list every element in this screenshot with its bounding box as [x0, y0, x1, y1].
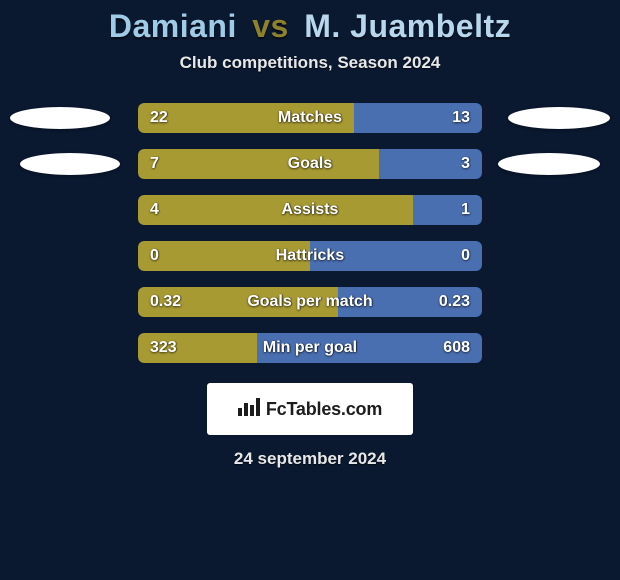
value-player2: 3: [461, 149, 470, 179]
value-player2: 608: [443, 333, 470, 363]
bar-track: 0.320.23Goals per match: [138, 287, 482, 317]
date-text: 24 september 2024: [234, 449, 386, 469]
value-player2: 1: [461, 195, 470, 225]
bar-track: 41Assists: [138, 195, 482, 225]
title-player2: M. Juambeltz: [304, 8, 511, 44]
value-player1: 0.32: [150, 287, 181, 317]
bar-player1: [138, 195, 413, 225]
page-title: Damiani vs M. Juambeltz: [109, 8, 511, 45]
value-player1: 7: [150, 149, 159, 179]
value-player1: 4: [150, 195, 159, 225]
value-player2: 0.23: [439, 287, 470, 317]
player1-crest-icon: [10, 107, 110, 129]
title-player1: Damiani: [109, 8, 237, 44]
bar-chart-icon: [238, 398, 260, 421]
stat-row: 0.320.23Goals per match: [0, 287, 620, 317]
bar-player1: [138, 241, 310, 271]
bar-track: 323608Min per goal: [138, 333, 482, 363]
value-player1: 323: [150, 333, 177, 363]
stat-row: 323608Min per goal: [0, 333, 620, 363]
stat-row: 41Assists: [0, 195, 620, 225]
value-player2: 13: [452, 103, 470, 133]
brand-logo-text: FcTables.com: [266, 399, 382, 420]
player1-crest-icon: [20, 153, 120, 175]
stat-row: 00Hattricks: [0, 241, 620, 271]
brand-logo-box: FcTables.com: [207, 383, 413, 435]
bar-track: 2213Matches: [138, 103, 482, 133]
bar-track: 73Goals: [138, 149, 482, 179]
bar-player2: [310, 241, 482, 271]
comparison-infographic: Damiani vs M. Juambeltz Club competition…: [0, 0, 620, 469]
bar-track: 00Hattricks: [138, 241, 482, 271]
bar-player1: [138, 103, 354, 133]
stat-rows: 2213Matches73Goals41Assists00Hattricks0.…: [0, 103, 620, 379]
value-player1: 0: [150, 241, 159, 271]
subtitle: Club competitions, Season 2024: [180, 53, 441, 73]
bar-player2: [413, 195, 482, 225]
value-player2: 0: [461, 241, 470, 271]
player2-crest-icon: [508, 107, 610, 129]
stat-row: 2213Matches: [0, 103, 620, 133]
value-player1: 22: [150, 103, 168, 133]
title-vs: vs: [252, 8, 289, 44]
bar-player1: [138, 149, 379, 179]
player2-crest-icon: [498, 153, 600, 175]
stat-row: 73Goals: [0, 149, 620, 179]
